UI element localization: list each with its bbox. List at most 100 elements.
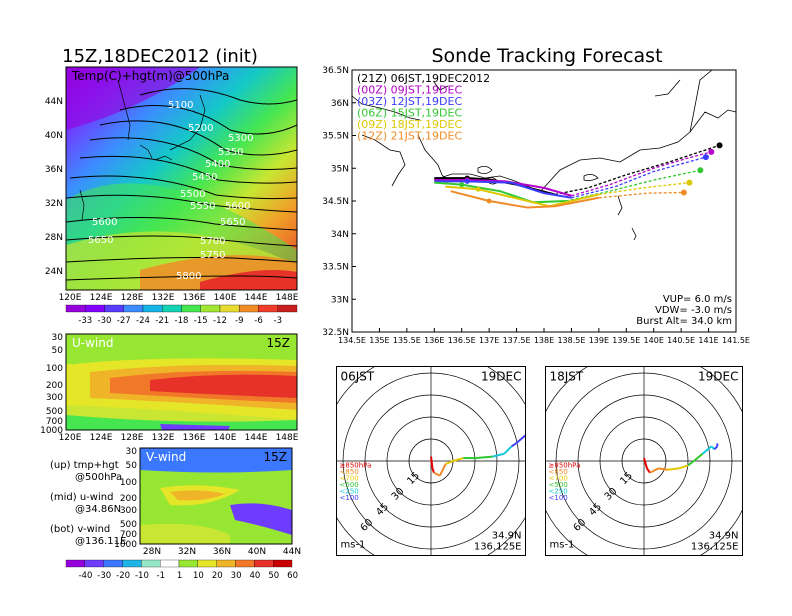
u-lon-label: 124E [90,433,113,443]
wind-colorbar-swatch [178,559,198,568]
note-line: (mid) u-wind [50,492,113,503]
track-line-dashed [598,182,690,196]
launch-param: VUP= 6.0 m/s [663,294,732,305]
u-level-label: 700 [46,417,63,427]
hodo-segment [452,457,464,462]
track-lon-label: 135.5E [393,336,421,345]
u-lon-label: 144E [245,433,268,443]
u-lon-label: 128E [121,433,144,443]
hodo-legend-entry: <500 [549,481,568,489]
panel-notes: (up) tmp+hgt@500hPa (mid) u-wind@34.86N (b… [50,460,126,547]
track-legend: (21Z) 06JST,19DEC2012(00Z) 09JST,19DEC(0… [357,72,490,143]
wind-colorbar-label: 40 [250,571,261,581]
svg-text:5600: 5600 [225,201,250,212]
hodo-date: 19DEC [698,370,738,384]
wind-colorbar-label: -30 [97,571,111,581]
v-wind-label: V-wind [146,450,186,464]
track-start-marker [486,198,492,204]
note-line: (up) tmp+hgt [50,460,119,471]
temp-colorbar-swatch [258,304,278,313]
hodo-legend-entry: <250 [549,488,568,496]
wind-colorbar-swatch [254,559,274,568]
temp-colorbar-swatch [104,304,124,313]
track-lat-label: 33N [331,295,349,305]
v-lat-label: 36N [213,547,231,557]
temp-colorbar-swatch [123,304,144,313]
temp-colorbar-label: -21 [155,316,169,326]
track-lat-label: 33.5N [322,263,349,273]
temp-lat-label: 24N [45,267,63,277]
hodo-ring-label: 45 [587,502,604,519]
track-line-dashed [571,151,712,197]
u-level-label: 100 [46,364,63,374]
track-lon-label: 136E [424,336,444,345]
hodo-date: 19DEC [481,370,521,384]
v-wind-panel: V-wind 15Z [140,448,292,544]
wind-colorbar-label: -10 [135,571,149,581]
hodo-segment [678,464,689,470]
wind-colorbar-swatch [197,559,217,568]
temp-lat-label: 36N [45,165,63,175]
u-level-label: 200 [46,381,63,391]
svg-text:5500: 5500 [180,189,205,200]
v-level-label: 700 [120,530,137,540]
track-lon-label: 138.5E [557,336,585,345]
hodo-lat: 34.9N [492,531,522,542]
temp-colorbar: -33 -30 -27 -24 -21 -18 -15 -12 -9 -6 -3 [65,304,298,326]
track-lat-label: 36.5N [322,66,349,76]
right-title: Sonde Tracking Forecast [431,45,662,67]
u-lon-axis: 120E 124E 128E 132E 136E 140E 144E 148E [59,433,299,443]
wind-colorbar-label: 50 [268,571,279,581]
hodo-legend-entry: ≥850hPa [340,462,372,470]
svg-text:5800: 5800 [176,271,201,282]
note-line: (bot) v-wind [50,524,110,535]
track-start-marker [459,182,465,188]
hodo-segment [710,445,716,450]
svg-text:5100: 5100 [168,100,193,111]
wind-colorbar-swatch [122,559,142,568]
svg-text:5650: 5650 [220,217,245,228]
temp-colorbar-swatch [277,304,298,313]
hodo-legend-entry: <250 [340,488,359,496]
hodo-segment [438,463,447,477]
temp-map-label: Temp(C)+hgt(m)@500hPa [71,69,229,83]
u-lon-label: 140E [214,433,237,443]
hodo-segment [713,445,719,450]
v-level-label: 500 [120,520,137,530]
u-level-label: 50 [52,346,64,356]
track-endpoint [708,148,715,155]
track-start-marker [475,186,481,192]
temp-colorbar-label: -15 [194,316,208,326]
svg-text:5600: 5600 [92,217,117,228]
hodo-legend-entry: <850 [340,468,359,476]
u-level-label: 300 [46,393,63,403]
wind-colorbar: -40 -30 -20 -10 -1 1 10 20 30 40 50 60 [65,559,298,581]
hodo-ring-label: 60 [572,517,589,534]
temp-colorbar-label: -18 [175,316,189,326]
hodo-legend-entry: ≥850hPa [549,462,581,470]
temp-lat-label: 44N [45,97,63,107]
hodo-ring-label: 15 [405,470,422,487]
track-lon-label: 140.5E [667,336,695,345]
temp-colorbar-label: -6 [254,316,262,326]
track-line-solid [434,180,572,199]
temp-colorbar-label: -9 [235,316,243,326]
track-lines [434,142,723,209]
track-lat-label: 35N [331,164,349,174]
svg-text:5200: 5200 [188,123,213,134]
u-wind-label: U-wind [72,336,113,350]
hodo-ring-label: 45 [374,502,391,519]
temp-lon-label: 148E [276,293,299,303]
track-endpoint [716,142,723,149]
wind-colorbar-swatch [160,559,180,568]
track-lat-label: 32.5N [322,328,349,338]
temp-colorbar-label: -33 [78,316,92,326]
v-lat-label: 44N [283,547,301,557]
temp-lon-label: 120E [59,293,82,303]
u-level-label: 30 [52,333,64,343]
track-lon-label: 137.5E [503,336,531,345]
track-legend-entry: (00Z) 09JST,19DEC [357,84,462,97]
